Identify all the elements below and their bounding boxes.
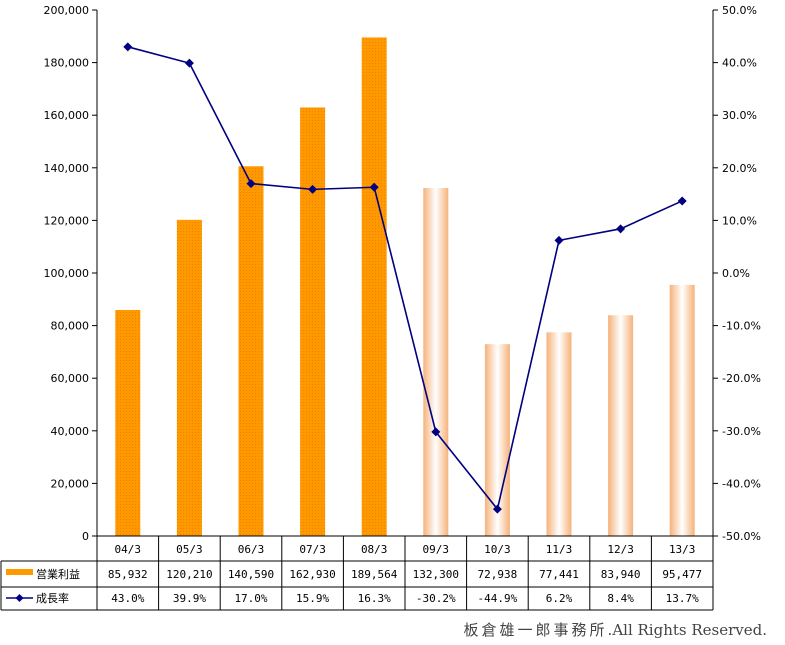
- bar-value-cell: 95,477: [662, 568, 702, 581]
- line-series: [123, 42, 687, 514]
- bar-series: [115, 37, 695, 537]
- right-tick-label: 30.0%: [722, 109, 757, 122]
- left-tick-label: 80,000: [51, 320, 90, 333]
- rate-value-cell: 43.0%: [111, 592, 144, 605]
- left-tick-label: 0: [82, 530, 89, 543]
- right-tick-label: 0.0%: [722, 267, 750, 280]
- bar-07/3: [300, 107, 326, 536]
- bar-06/3: [238, 166, 264, 537]
- bar-05/3: [176, 219, 202, 536]
- line-marker-05/3: [184, 58, 194, 68]
- legend-bar-key: [6, 569, 33, 575]
- right-tick-label: -50.0%: [722, 530, 761, 543]
- bar-value-cell: 72,938: [478, 568, 518, 581]
- right-tick-label: 20.0%: [722, 162, 757, 175]
- left-tick-label: 120,000: [44, 214, 90, 227]
- bar-value-cell: 83,940: [601, 568, 641, 581]
- x-tick-label: 13/3: [669, 543, 696, 556]
- rate-value-cell: 13.7%: [666, 592, 699, 605]
- rate-value-cell: -30.2%: [416, 592, 456, 605]
- bar-value-cell: 77,441: [539, 568, 579, 581]
- left-tick-label: 20,000: [51, 477, 90, 490]
- x-tick-label: 07/3: [299, 543, 326, 556]
- bar-12/3: [608, 315, 634, 536]
- rate-value-cell: 8.4%: [607, 592, 634, 605]
- rate-value-cell: 17.0%: [234, 592, 267, 605]
- left-tick-label: 140,000: [44, 162, 90, 175]
- x-tick-label: 12/3: [607, 543, 634, 556]
- line-marker-10/3: [492, 504, 502, 514]
- rate-value-cell: 15.9%: [296, 592, 329, 605]
- growth-rate-line: [127, 46, 683, 511]
- bar-11/3: [546, 332, 572, 536]
- bar-13/3: [669, 284, 695, 536]
- line-marker-09/3: [431, 427, 441, 437]
- x-tick-label: 09/3: [423, 543, 450, 556]
- bar-value-cell: 189,564: [351, 568, 398, 581]
- rate-value-cell: 39.9%: [173, 592, 206, 605]
- left-tick-label: 60,000: [51, 372, 90, 385]
- right-tick-label: 10.0%: [722, 214, 757, 227]
- bar-value-cell: 85,932: [108, 568, 148, 581]
- line-marker-06/3: [246, 179, 256, 189]
- right-tick-label: 40.0%: [722, 57, 757, 70]
- bar-04/3: [115, 309, 141, 536]
- bar-08/3: [361, 37, 387, 536]
- legend-bar-name: 営業利益: [36, 567, 80, 581]
- bar-value-cell: 162,930: [289, 568, 335, 581]
- credit-owner: 板倉雄一郎事務所: [463, 621, 608, 639]
- rate-value-cell: -44.9%: [478, 592, 518, 605]
- x-tick-label: 10/3: [484, 543, 511, 556]
- rate-value-cell: 6.2%: [546, 592, 573, 605]
- line-marker-12/3: [616, 224, 626, 234]
- legend-line-marker: [15, 594, 24, 602]
- x-tick-label: 06/3: [238, 543, 265, 556]
- left-tick-label: 40,000: [51, 425, 90, 438]
- right-tick-label: 50.0%: [722, 4, 757, 17]
- data-table: 04/3 05/3 06/3 07/3 08/3 09/3 10/3 11/3 12/3 13/3…: [0, 536, 714, 611]
- line-marker-13/3: [677, 196, 687, 206]
- credit-rights: .All Rights Reserved.: [607, 621, 767, 639]
- bar-09/3: [423, 188, 449, 536]
- line-marker-04/3: [123, 42, 133, 52]
- line-marker-11/3: [554, 235, 564, 245]
- bar-10/3: [484, 344, 510, 536]
- bar-value-cell: 140,590: [228, 568, 274, 581]
- right-tick-label: -20.0%: [722, 372, 761, 385]
- bar-value-cell: 132,300: [413, 568, 459, 581]
- left-tick-label: 200,000: [44, 4, 90, 17]
- left-tick-label: 160,000: [44, 109, 90, 122]
- right-tick-label: -10.0%: [722, 320, 761, 333]
- legend-line-name: 成長率: [36, 591, 69, 605]
- right-tick-label: -40.0%: [722, 477, 761, 490]
- x-tick-label: 11/3: [546, 543, 573, 556]
- left-tick-label: 100,000: [44, 267, 90, 280]
- rate-value-cell: 16.3%: [358, 592, 391, 605]
- right-axis-ticks: -50.0% -40.0% -30.0% -20.0% -10.0% 0.0% 10.0% 2…: [713, 4, 761, 543]
- line-marker-07/3: [308, 184, 318, 194]
- x-tick-label: 08/3: [361, 543, 388, 556]
- line-marker-08/3: [369, 182, 379, 192]
- x-tick-label: 04/3: [115, 543, 142, 556]
- x-tick-label: 05/3: [176, 543, 203, 556]
- left-tick-label: 180,000: [44, 57, 90, 70]
- copyright-credit: 板倉雄一郎事務所.All Rights Reserved.: [464, 619, 767, 640]
- bar-value-cell: 120,210: [166, 568, 212, 581]
- left-axis-ticks: 0 20,000 40,000 60,000 80,000 100,000 120,000 1…: [44, 4, 97, 543]
- right-tick-label: -30.0%: [722, 425, 761, 438]
